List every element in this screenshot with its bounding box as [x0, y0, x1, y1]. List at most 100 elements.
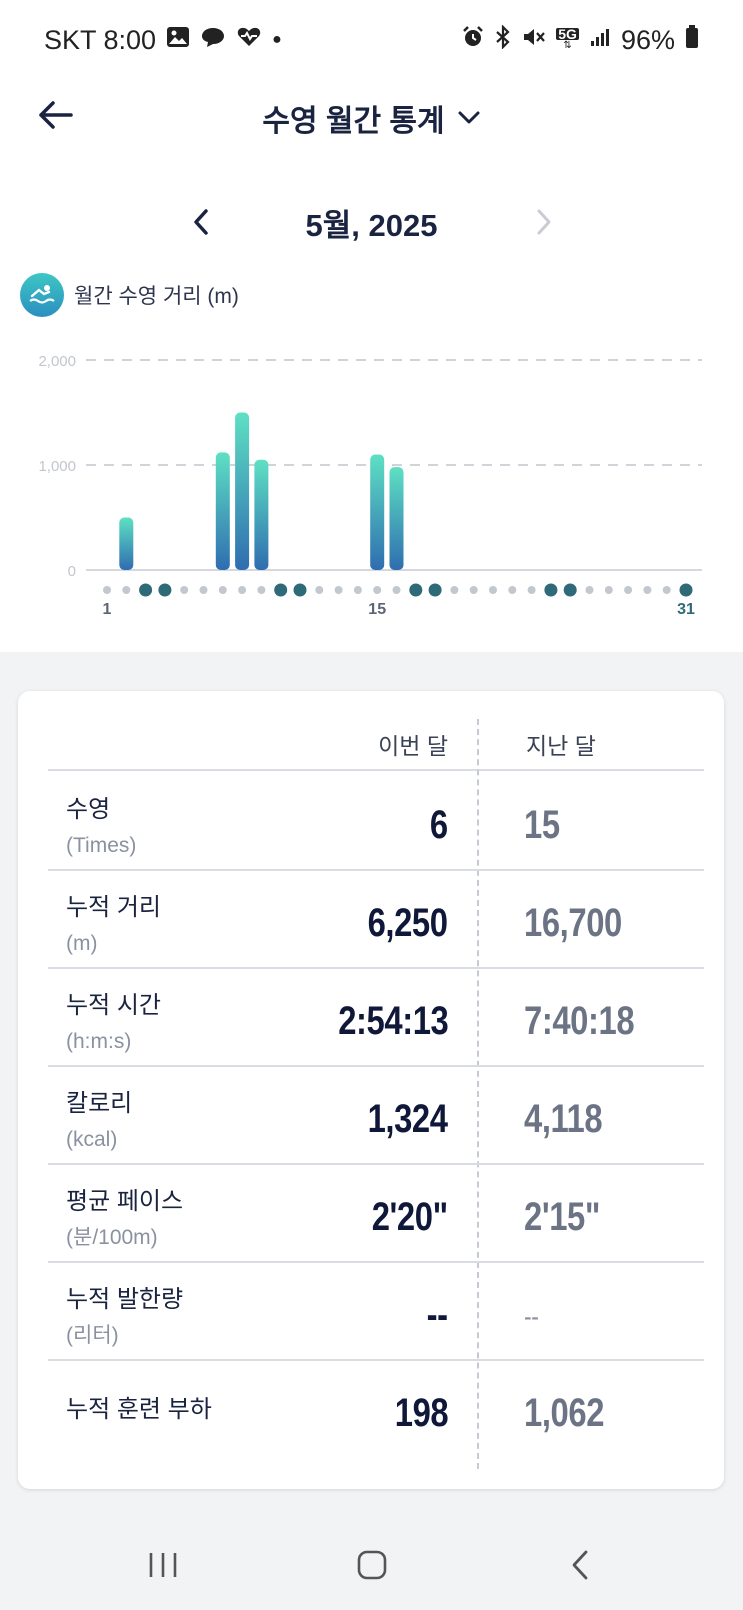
row-label: 칼로리 — [66, 1090, 133, 1117]
day-dot — [585, 586, 594, 594]
row-unit: (Times) — [66, 834, 137, 857]
this-month-value: 6,250 — [367, 901, 448, 945]
day-dot — [679, 583, 693, 597]
day-dot — [274, 583, 288, 597]
column-divider — [477, 719, 479, 1469]
dot-icon: ● — [272, 31, 282, 48]
y-tick-label: 0 — [68, 563, 76, 580]
last-month-value: -- — [524, 1301, 539, 1332]
back-icon — [572, 1550, 588, 1580]
chart-legend-label: 월간 수영 거리 (m) — [74, 285, 239, 308]
row-label: 누적 발한량 — [66, 1286, 184, 1313]
network-type: 5G ⇅ — [556, 26, 579, 51]
day-dot — [180, 586, 189, 594]
arrow-left-icon — [39, 101, 73, 129]
back-button[interactable] — [30, 90, 80, 140]
month-navigator: 5월, 2025 — [0, 190, 743, 254]
table-row: 수영 (Times) 6 15 — [48, 773, 704, 871]
row-label: 누적 시간 — [66, 992, 161, 1019]
row-unit: (kcal) — [66, 1128, 118, 1151]
chevron-left-icon — [194, 209, 208, 235]
status-bar: SKT 8:00 ● 5G ⇅ 96% — [0, 0, 743, 80]
table-row: 누적 발한량 (리터) -- -- — [48, 1263, 704, 1361]
next-month-button[interactable] — [524, 202, 564, 242]
row-unit: (분/100m) — [66, 1226, 158, 1249]
table-row: 누적 시간 (h:m:s) 2:54:13 7:40:18 — [48, 969, 704, 1067]
chart-bar — [235, 412, 250, 570]
distance-bar-chart: 0 1,000 2,000 1 15 31 — [38, 353, 702, 618]
day-dot — [257, 586, 266, 594]
row-unit: (h:m:s) — [66, 1030, 132, 1053]
battery-level: 96% — [620, 24, 675, 55]
this-month-value: 1,324 — [367, 1097, 448, 1141]
this-month-value: 2'20" — [371, 1195, 448, 1239]
chart-bar — [389, 467, 404, 570]
last-month-value: 4,118 — [524, 1097, 603, 1141]
day-dot — [158, 583, 172, 597]
day-dot — [624, 586, 633, 594]
table-row: 누적 거리 (m) 6,250 16,700 — [48, 871, 704, 969]
system-back-button[interactable] — [550, 1542, 610, 1588]
x-tick-label: 31 — [677, 601, 695, 618]
gallery-icon — [166, 26, 190, 54]
this-month-value: 2:54:13 — [337, 999, 449, 1043]
day-dot — [392, 586, 401, 594]
day-dot — [563, 583, 577, 597]
table-header: 이번 달 지난 달 — [48, 691, 704, 771]
chevron-down-icon — [458, 111, 480, 124]
day-dot — [662, 586, 671, 594]
day-dot — [199, 586, 208, 594]
last-month-value: 2'15" — [524, 1195, 601, 1239]
day-dot — [315, 586, 324, 594]
home-button[interactable] — [342, 1542, 402, 1588]
this-month-value: 198 — [394, 1391, 448, 1435]
row-label: 수영 — [66, 796, 111, 823]
row-unit: (리터) — [66, 1324, 119, 1347]
row-label: 누적 훈련 부하 — [66, 1396, 212, 1423]
chart-legend: 월간 수영 거리 (m) — [20, 272, 239, 318]
chart-bar — [370, 454, 385, 570]
day-dot — [508, 586, 517, 594]
day-dot — [293, 583, 307, 597]
day-dot — [139, 583, 153, 597]
row-unit: (m) — [66, 932, 98, 955]
chevron-right-icon — [537, 209, 551, 235]
this-month-value: -- — [426, 1293, 448, 1337]
this-month-header: 이번 달 — [378, 733, 448, 759]
page-title: 수영 월간 통계 — [262, 105, 445, 138]
row-label: 누적 거리 — [66, 894, 161, 921]
day-dot — [334, 586, 343, 594]
day-dot — [643, 586, 652, 594]
table-row: 평균 페이스 (분/100m) 2'20" 2'15" — [48, 1165, 704, 1263]
app-header: 수영 월간 통계 — [0, 80, 743, 156]
day-dot — [544, 583, 558, 597]
day-dot — [373, 586, 382, 594]
health-heart-icon — [236, 26, 262, 54]
title-dropdown[interactable]: 수영 월간 통계 — [262, 96, 480, 140]
chart-bar — [254, 459, 269, 570]
recent-apps-button[interactable] — [133, 1542, 193, 1588]
stats-card: 이번 달 지난 달 수영 (Times) 6 15 누적 거리 (m) 6,250 … — [18, 691, 724, 1489]
day-dot — [604, 586, 613, 594]
day-dot — [353, 586, 362, 594]
table-row: 칼로리 (kcal) 1,324 4,118 — [48, 1067, 704, 1165]
day-dot — [122, 586, 131, 594]
day-dot — [238, 586, 247, 594]
day-dot — [450, 586, 459, 594]
y-tick-label: 2,000 — [38, 353, 76, 370]
previous-month-button[interactable] — [181, 202, 221, 242]
this-month-value: 6 — [430, 803, 448, 847]
day-dot — [409, 583, 423, 597]
home-icon — [357, 1550, 387, 1580]
mute-icon — [522, 26, 546, 54]
x-tick-label: 1 — [103, 601, 112, 618]
alarm-icon — [462, 26, 484, 54]
signal-icon — [589, 26, 611, 54]
month-label: 5월, 2025 — [305, 207, 438, 243]
chart-bar — [119, 517, 134, 570]
system-nav-bar — [0, 1520, 743, 1610]
last-month-header: 지난 달 — [526, 733, 596, 759]
day-dot — [469, 586, 478, 594]
last-month-value: 7:40:18 — [524, 999, 635, 1043]
chat-bubble-icon — [200, 26, 226, 54]
